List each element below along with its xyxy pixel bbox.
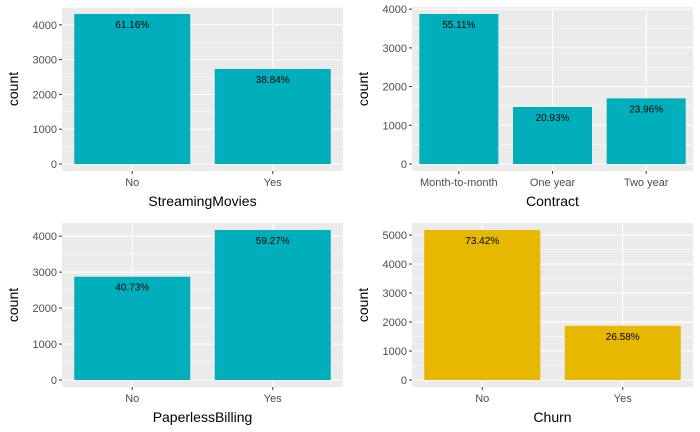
bar-data-label: 23.96% — [629, 104, 663, 115]
y-axis-title: count — [5, 288, 21, 322]
bar-two-year — [606, 98, 686, 164]
y-tick-label: 3000 — [33, 267, 57, 279]
x-tick-label: No — [475, 393, 489, 405]
y-tick-label: 2000 — [33, 303, 57, 315]
chart-panel-churn: 0 1000 2000 3000 4000 5000 73.42% No 26.58% Yes Ch… — [355, 223, 693, 425]
y-tick-label: 0 — [51, 159, 57, 171]
bar-data-label: 73.42% — [465, 236, 499, 247]
y-tick-label: 1000 — [33, 124, 57, 136]
bar-yes — [564, 325, 681, 380]
y-tick-label: 5000 — [383, 230, 407, 242]
x-tick-label: No — [125, 393, 139, 405]
chart-panel-contract: 0 1000 2000 3000 4000 55.11% Month-to-month 20.… — [355, 4, 693, 209]
x-tick-label: Yes — [264, 393, 282, 405]
bar-no — [74, 276, 191, 380]
x-tick-label: Two year — [624, 177, 669, 189]
bar-data-label: 61.16% — [115, 20, 149, 31]
x-tick-label: Month-to-month — [420, 177, 498, 189]
bar-data-label: 55.11% — [442, 20, 475, 31]
y-tick-label: 0 — [401, 159, 407, 171]
y-tick-label: 3000 — [33, 55, 57, 67]
bar-month-to-month — [419, 14, 499, 164]
y-tick-label: 1000 — [383, 346, 407, 358]
bar-yes — [214, 68, 331, 164]
bar-yes — [214, 230, 331, 380]
y-tick-label: 3000 — [383, 288, 407, 300]
chart-panel-paperless-billing: 0 1000 2000 3000 4000 40.73% No 59.27% Yes Paperl… — [5, 223, 343, 425]
y-tick-label: 4000 — [33, 20, 57, 32]
y-tick-label: 1000 — [383, 120, 407, 132]
y-tick-label: 0 — [51, 375, 57, 387]
x-axis-title: Contract — [526, 193, 579, 209]
y-tick-label: 1000 — [33, 339, 57, 351]
y-tick-label: 4000 — [33, 231, 57, 243]
bar-data-label: 38.84% — [256, 75, 290, 86]
chart-panel-streaming-movies: 0 1000 2000 3000 4000 61.16% No 38.84% Yes Stream… — [5, 7, 343, 209]
y-tick-label: 2000 — [33, 89, 57, 101]
bar-one-year — [513, 106, 592, 164]
x-tick-label: Yes — [264, 177, 282, 189]
y-tick-label: 0 — [401, 375, 407, 387]
y-tick-label: 2000 — [383, 317, 407, 329]
y-axis-title: count — [355, 288, 371, 322]
y-tick-label: 3000 — [383, 43, 407, 55]
bar-no — [74, 14, 191, 164]
x-axis-title: PaperlessBilling — [153, 409, 253, 425]
x-tick-label: No — [125, 177, 139, 189]
x-axis-title: Churn — [533, 409, 571, 425]
y-tick-label: 4000 — [383, 259, 407, 271]
x-tick-label: One year — [530, 177, 576, 189]
bar-data-label: 26.58% — [606, 332, 640, 343]
y-tick-label: 4000 — [383, 4, 407, 16]
bar-data-label: 20.93% — [536, 113, 570, 124]
bar-data-label: 40.73% — [115, 283, 149, 294]
bar-data-label: 59.27% — [256, 236, 290, 247]
bar-no — [424, 230, 541, 380]
y-axis-title: count — [355, 72, 371, 106]
x-axis-title: StreamingMovies — [148, 193, 256, 209]
y-tick-label: 2000 — [383, 82, 407, 94]
x-tick-label: Yes — [614, 393, 632, 405]
y-axis-title: count — [5, 72, 21, 106]
